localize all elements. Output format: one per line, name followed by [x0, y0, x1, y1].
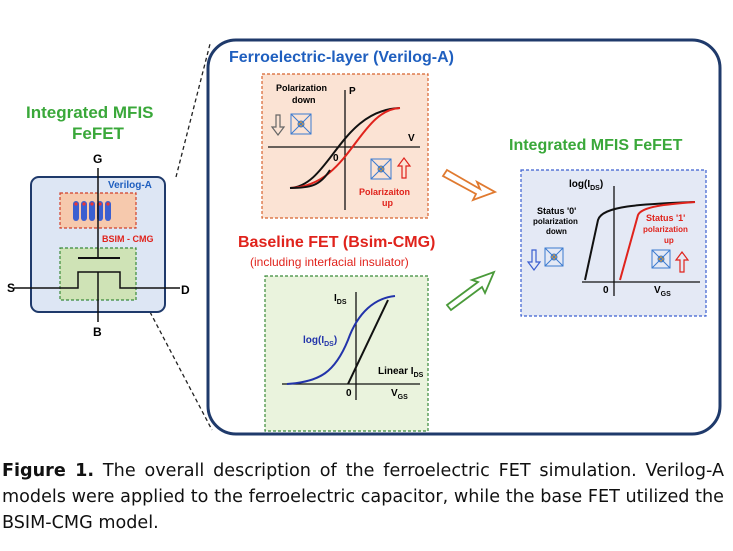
logids-sub: DS [324, 341, 334, 348]
ferro-dipoles [73, 201, 111, 221]
zoom-line-top [176, 44, 210, 177]
mfis-vgs-main: V [654, 285, 661, 296]
logids-label: log(IDS) [303, 336, 337, 348]
pol-down-line1: Polarization [276, 84, 327, 93]
terminal-s: S [7, 282, 15, 294]
pol-down-line2: down [292, 96, 316, 105]
baseline-origin: 0 [346, 389, 352, 399]
device-title-line1: Integrated MFIS [26, 104, 154, 121]
pol-up-line2: up [382, 199, 393, 208]
axis-p: P [349, 87, 356, 97]
linear-ids-label: Linear IDS [378, 367, 423, 379]
mfis-origin: 0 [603, 286, 609, 296]
mfis-vgs-label: VGS [654, 286, 671, 298]
terminal-b: B [93, 326, 102, 338]
terminal-g: G [93, 153, 102, 165]
ids-sub: DS [337, 299, 347, 306]
baseline-vgs-label: VGS [391, 389, 408, 401]
logids-main: log(I [303, 335, 324, 346]
ferro-origin: 0 [333, 154, 339, 164]
figure-caption: Figure 1. The overall description of the… [2, 458, 724, 536]
axis-v: V [408, 134, 415, 144]
caption-label: Figure 1. [2, 461, 94, 481]
status1-line2: polarization [643, 226, 688, 234]
logids-end: ) [334, 335, 337, 346]
pol-up-line1: Polarizaiton [359, 188, 410, 197]
linear-sub: DS [414, 372, 424, 379]
mfis-title: Integrated MFIS FeFET [509, 138, 682, 154]
status1-line3: up [664, 237, 674, 245]
status0-line2: polarization [533, 218, 578, 226]
figure-1-diagram: Integrated MFIS FeFET G S D B Verilog-A … [0, 0, 733, 440]
verilog-label: Verilog-A [108, 181, 152, 191]
mfis-vgs-sub: GS [661, 291, 671, 298]
figure-graphics [0, 0, 733, 440]
mfis-logids-sub: DS [590, 185, 600, 192]
linear-main: Linear I [378, 366, 414, 377]
vgs-sub: GS [398, 394, 408, 401]
status1-line1: Status '1' [646, 214, 685, 223]
mfis-logids-main: log(I [569, 179, 590, 190]
caption-text: The overall description of the ferroelec… [2, 461, 724, 533]
baseline-title: Baseline FET (Bsim-CMG) [238, 235, 435, 251]
status0-line1: Status '0' [537, 207, 576, 216]
mfis-logids-label: log(IDS) [569, 180, 603, 192]
ids-label: IDS [334, 294, 347, 306]
ferro-title: Ferroelectric-layer (Verilog-A) [229, 50, 454, 66]
baseline-subtitle: (including interfacial insulator) [250, 256, 409, 268]
device-title-line2: FeFET [72, 125, 124, 142]
terminal-d: D [181, 284, 190, 296]
status0-line3: down [546, 228, 567, 236]
vgs-main: V [391, 388, 398, 399]
mfis-logids-end: ) [600, 179, 603, 190]
bsim-label: BSIM - CMG [102, 235, 154, 244]
zoom-line-bottom [150, 312, 212, 430]
